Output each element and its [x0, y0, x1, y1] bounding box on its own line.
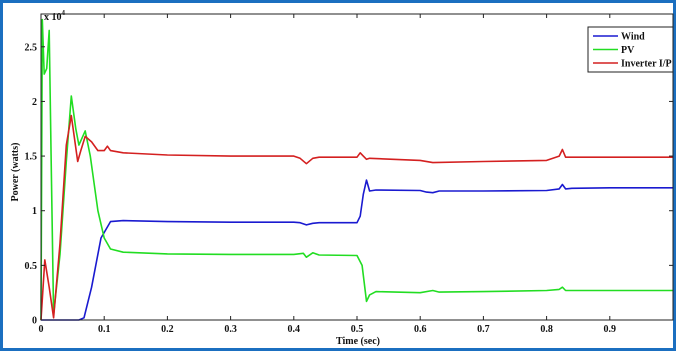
x-tick-label: 0.3 — [224, 324, 237, 335]
x-tick-label: 0.1 — [98, 324, 111, 335]
x-tick-label: 0.5 — [351, 324, 364, 335]
y-multiplier: x 104 — [44, 9, 66, 23]
series-line-pv — [40, 18, 673, 321]
y-tick-label: 1 — [32, 206, 37, 217]
x-tick-label: 0.8 — [540, 324, 553, 335]
x-tick-label: 0.9 — [604, 324, 617, 335]
y-tick-label: 1.5 — [25, 152, 38, 163]
series-line-wind — [41, 179, 673, 321]
x-tick-label: 0.2 — [161, 324, 174, 335]
y-tick-label: 2.5 — [25, 42, 38, 53]
x-tick-label: 0 — [39, 324, 44, 335]
legend-entry-label: Wind — [621, 32, 645, 43]
legend-entry-label: Inverter I/P — [621, 59, 672, 70]
plot-area-border — [40, 13, 674, 321]
x-tick-label: 0.4 — [288, 324, 301, 335]
series-layer — [40, 18, 673, 321]
axes-layer — [40, 13, 674, 321]
y-tick-label: 2 — [32, 97, 37, 108]
y-tick-label: 0.5 — [25, 261, 38, 272]
y-axis-label: Power (watts) — [10, 143, 21, 202]
x-tick-label: 0.7 — [477, 324, 490, 335]
legend-entry-label: PV — [621, 45, 635, 56]
y-tick-label: 0 — [32, 316, 37, 327]
series-line-inverter-i-p — [40, 114, 673, 321]
x-axis-label: Time (sec) — [336, 336, 380, 347]
legend: Wind PV Inverter I/P — [587, 26, 674, 73]
ticks-layer: 0 0.1 0.2 0.3 0.4 0.5 0.6 0.7 0.8 0.9 0 0.5 1 1.5 2 2.5 — [25, 14, 673, 335]
x-tick-label: 0.6 — [414, 324, 427, 335]
